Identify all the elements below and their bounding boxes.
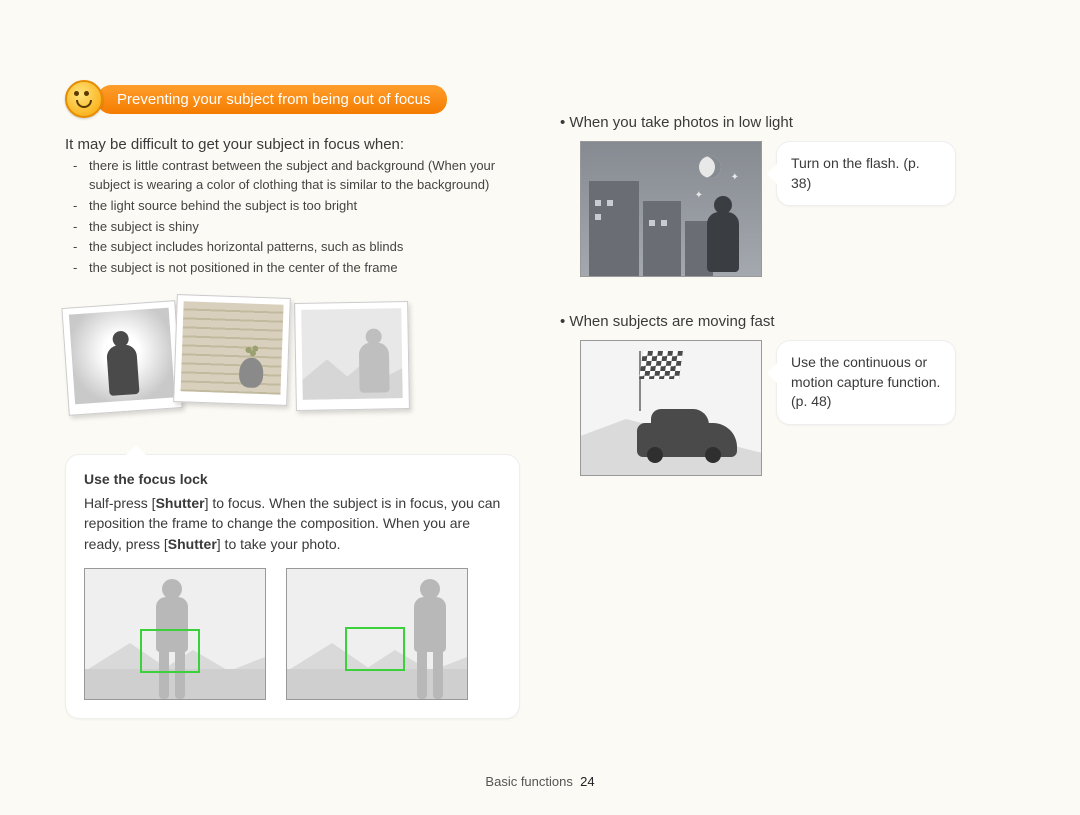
page-footer: Basic functions 24 <box>0 774 1080 789</box>
tip-text-part: Half-press [ <box>84 495 156 511</box>
example-photo-offcenter <box>294 301 410 411</box>
moon-icon <box>699 156 721 178</box>
intro-text: It may be difficult to get your subject … <box>65 136 520 153</box>
demo-before <box>84 568 266 700</box>
moving-bullet: When subjects are moving fast <box>560 313 1015 330</box>
page-content: Preventing your subject from being out o… <box>0 0 1080 749</box>
tip-title: Use the focus lock <box>84 471 501 487</box>
reason-item: the subject is shiny <box>79 218 520 237</box>
reason-item: there is little contrast between the sub… <box>79 157 520 195</box>
reason-item: the subject includes horizontal patterns… <box>79 238 520 257</box>
section-header: Preventing your subject from being out o… <box>65 80 447 118</box>
moving-photo <box>580 340 762 476</box>
section-title: Preventing your subject from being out o… <box>97 85 447 114</box>
tip-text: Half-press [Shutter] to focus. When the … <box>84 493 501 554</box>
moving-bubble: Use the continuous or motion capture fun… <box>776 340 956 425</box>
focus-lock-tip: Use the focus lock Half-press [Shutter] … <box>65 454 520 719</box>
reason-item: the subject is not positioned in the cen… <box>79 259 520 278</box>
checkered-flag-icon <box>639 351 683 379</box>
focus-rectangle-icon <box>140 629 200 673</box>
footer-section: Basic functions <box>485 774 572 789</box>
right-column: When you take photos in low light ✦ ✦ Tu… <box>560 80 1015 719</box>
reason-item: the light source behind the subject is t… <box>79 197 520 216</box>
tip-text-part: ] to take your photo. <box>217 536 341 552</box>
demo-after <box>286 568 468 700</box>
footer-page-number: 24 <box>580 774 594 789</box>
focus-rectangle-icon <box>345 627 405 671</box>
example-photo-backlight <box>61 300 182 416</box>
example-photos <box>65 296 520 426</box>
left-column: Preventing your subject from being out o… <box>65 80 520 719</box>
moving-block: Use the continuous or motion capture fun… <box>580 340 1015 476</box>
person-silhouette-icon <box>703 196 743 276</box>
lowlight-photo: ✦ ✦ <box>580 141 762 277</box>
lowlight-block: ✦ ✦ Turn on the flash. (p. 38) <box>580 141 1015 277</box>
shutter-label: Shutter <box>168 536 217 552</box>
lowlight-bubble: Turn on the flash. (p. 38) <box>776 141 956 206</box>
car-icon <box>637 423 737 457</box>
example-photo-blinds <box>173 294 291 406</box>
reason-list: there is little contrast between the sub… <box>65 157 520 278</box>
lowlight-bullet: When you take photos in low light <box>560 114 1015 131</box>
sun-icon <box>65 80 103 118</box>
focus-lock-demo <box>84 568 501 700</box>
shutter-label: Shutter <box>156 495 205 511</box>
